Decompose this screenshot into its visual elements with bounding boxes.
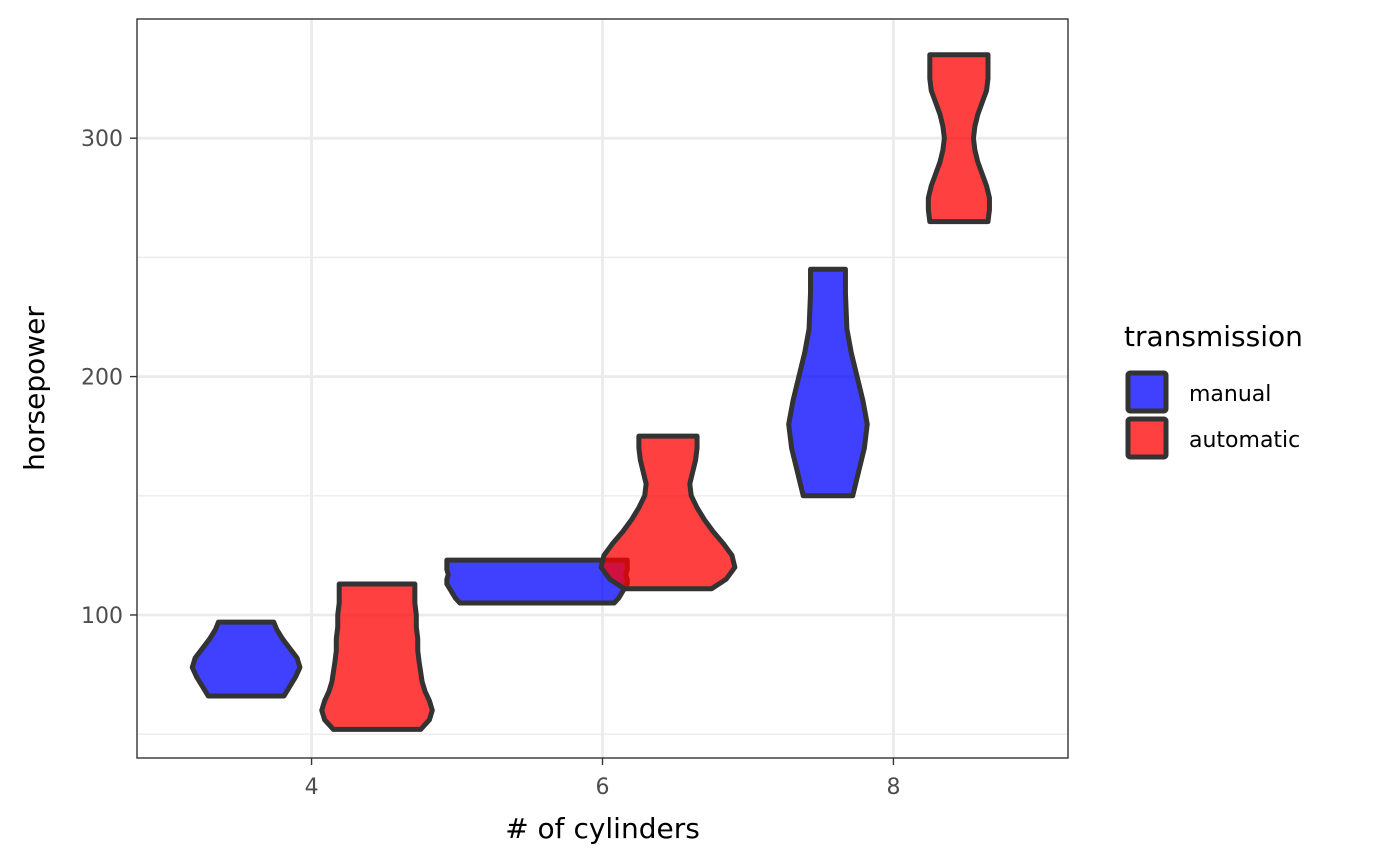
y-tick-label: 300 [81, 127, 123, 152]
x-tick-label: 8 [886, 775, 900, 800]
violin-automatic-6 [598, 433, 738, 592]
grid-lines [137, 19, 1068, 758]
x-tick-label: 6 [596, 775, 610, 800]
legend-label-automatic: automatic [1189, 428, 1300, 453]
violin-automatic-4 [319, 581, 435, 732]
legend-key-automatic [1125, 416, 1169, 460]
legend-title: transmission [1124, 320, 1303, 353]
y-tick-label: 100 [81, 604, 123, 629]
axis-ticks: 100 200 300 4 6 8 [81, 127, 900, 800]
legend-item-automatic: automatic [1125, 416, 1300, 460]
violin-manual-4 [189, 619, 303, 699]
x-tick-label: 4 [305, 775, 319, 800]
violin-manual-8 [786, 266, 870, 499]
legend-item-manual: manual [1125, 370, 1271, 414]
violin-automatic-8 [925, 52, 992, 225]
x-axis-title: # of cylinders [505, 812, 700, 845]
legend-key-manual [1125, 370, 1169, 414]
legend-label-manual: manual [1189, 382, 1271, 407]
y-tick-label: 200 [81, 366, 123, 391]
y-axis-title: horsepower [18, 306, 51, 471]
legend: transmission manual automatic [1124, 320, 1303, 460]
violins [189, 52, 992, 732]
